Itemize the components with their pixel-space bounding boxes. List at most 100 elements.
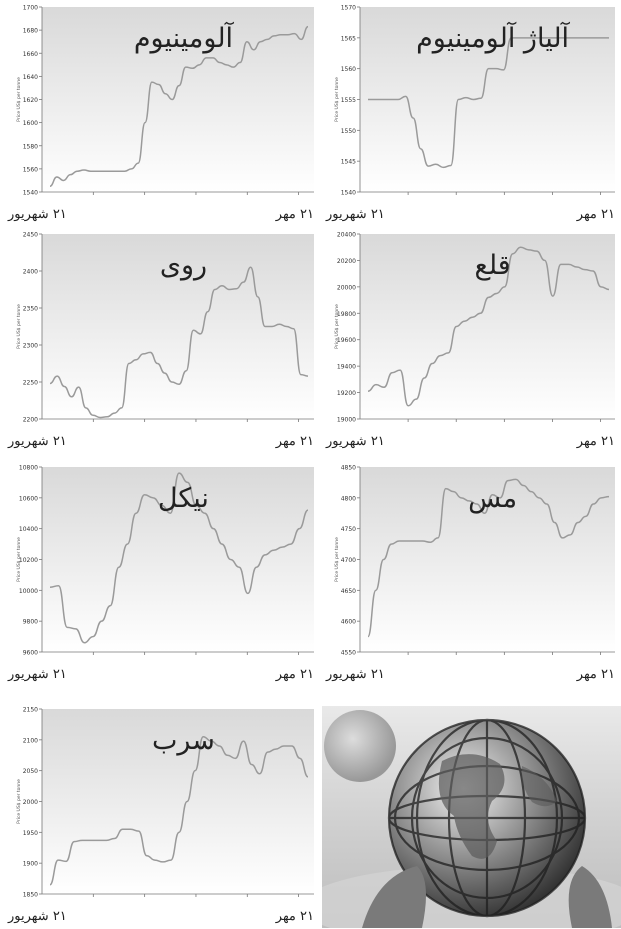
y-tick-label: 2100	[23, 737, 38, 744]
y-tick-label: 2250	[23, 380, 38, 387]
chart-title: آلومینیوم	[134, 21, 235, 54]
y-tick-label: 1540	[23, 190, 38, 197]
y-axis-label: Price US$ per tonne	[334, 304, 340, 349]
chart-title: سرب	[152, 725, 215, 756]
y-tick-label: 2200	[23, 417, 38, 424]
y-tick-label: 2050	[23, 768, 38, 775]
y-tick-label: 19200	[337, 390, 356, 397]
series-line	[49, 25, 309, 187]
y-axis-label: Price US$ per tonne	[334, 537, 340, 582]
chart-tin: 19000 19200 19400 19600 19800 20000 20200 20400…	[326, 227, 621, 454]
x-end-label: ۲۱ مهر	[576, 434, 615, 449]
y-tick-label: 2400	[23, 269, 38, 276]
chart-title: مس	[468, 483, 517, 514]
y-tick-label: 4850	[341, 465, 356, 472]
chart-title: نیکل	[158, 483, 209, 514]
series-line	[49, 472, 309, 644]
y-tick-label: 1555	[341, 97, 356, 104]
y-tick-label: 1580	[23, 143, 38, 150]
chart-aluminium: 1540 1560 1580 1600 1620 1640 1660 1680 1700 Pric…	[8, 0, 320, 227]
chart-title: قلع	[474, 250, 510, 281]
chart-nickel: 9600 9800 10000 10200 10400 10600 10800 Price U…	[8, 460, 320, 687]
series-line	[49, 735, 309, 886]
series-line	[368, 37, 609, 169]
y-tick-label: 19000	[337, 417, 356, 424]
y-tick-label: 1560	[341, 66, 356, 73]
chart-svg-copper: 4550 4600 4650 4700 4750 4800 4850 Price US$ pe…	[334, 465, 615, 657]
y-tick-label: 10400	[19, 526, 38, 533]
x-start-label: ۲۱ شهریور	[326, 434, 385, 449]
chart-title: روی	[160, 250, 207, 281]
y-tick-label: 1600	[23, 120, 38, 127]
y-tick-label: 2450	[23, 232, 38, 239]
y-tick-label: 1900	[23, 861, 38, 868]
plot-area	[42, 7, 314, 192]
y-tick-label: 1620	[23, 97, 38, 104]
y-axis-label: Price US$ per tonne	[16, 779, 22, 824]
chart-svg-tin: 19000 19200 19400 19600 19800 20000 20200 20400…	[334, 232, 615, 424]
y-tick-label: 1545	[341, 159, 356, 166]
y-tick-label: 1565	[341, 35, 356, 42]
chart-svg-zinc: 2200 2250 2300 2350 2400 2450 Price US$ per to…	[16, 232, 314, 424]
y-tick-label: 4700	[341, 557, 356, 564]
y-axis-label: Price US$ per tonne	[16, 537, 22, 582]
y-tick-label: 1850	[23, 892, 38, 899]
chart-aluminium-alloy: 1540 1545 1550 1555 1560 1565 1570 Price US$ pe…	[326, 0, 621, 227]
y-tick-label: 4800	[341, 495, 356, 502]
y-tick-label: 2000	[23, 799, 38, 806]
y-tick-label: 19800	[337, 311, 356, 318]
y-tick-label: 10200	[19, 557, 38, 564]
chart-svg-lead: 1850 1900 1950 2000 2050 2100 2150 Price US$ pe…	[16, 707, 314, 899]
y-tick-label: 20000	[337, 284, 356, 291]
x-start-label: ۲۱ شهریور	[326, 667, 385, 682]
y-tick-label: 1950	[23, 830, 38, 837]
y-tick-label: 10600	[19, 495, 38, 502]
y-tick-label: 9800	[23, 619, 38, 626]
x-start-label: ۲۱ شهریور	[8, 909, 67, 924]
y-tick-label: 1700	[23, 5, 38, 12]
chart-title: آلیاژ آلومینیوم	[416, 21, 570, 54]
chart-copper: 4550 4600 4650 4700 4750 4800 4850 Price US$ pe…	[326, 460, 621, 687]
chart-svg-nickel: 9600 9800 10000 10200 10400 10600 10800 Price U…	[16, 465, 314, 657]
chart-svg-aluminium-alloy: 1540 1545 1550 1555 1560 1565 1570 Price US$ pe…	[334, 5, 615, 197]
y-tick-label: 19600	[337, 337, 356, 344]
chart-lead: 1850 1900 1950 2000 2050 2100 2150 Price US$ pe…	[8, 702, 320, 929]
x-end-label: ۲۱ مهر	[275, 667, 314, 682]
y-tick-label: 1540	[341, 190, 356, 197]
y-axis-label: Price US$ per tonne	[16, 304, 22, 349]
x-end-label: ۲۱ مهر	[576, 207, 615, 222]
y-tick-label: 1640	[23, 74, 38, 81]
series-line	[49, 266, 309, 419]
y-tick-label: 10800	[19, 465, 38, 472]
y-tick-label: 4750	[341, 526, 356, 533]
y-tick-label: 2150	[23, 707, 38, 714]
x-end-label: ۲۱ مهر	[275, 434, 314, 449]
y-tick-label: 10000	[19, 588, 38, 595]
y-tick-label: 1660	[23, 51, 38, 58]
y-tick-label: 2300	[23, 343, 38, 350]
y-tick-label: 19400	[337, 364, 356, 371]
plot-area	[360, 467, 615, 652]
chart-svg-aluminium: 1540 1560 1580 1600 1620 1640 1660 1680 1700 Pric…	[16, 5, 314, 197]
plot-area	[42, 467, 314, 652]
y-tick-label: 4550	[341, 650, 356, 657]
y-tick-label: 1560	[23, 166, 38, 173]
series-line	[367, 246, 610, 407]
y-tick-label: 9600	[23, 650, 38, 657]
y-tick-label: 1550	[341, 128, 356, 135]
y-tick-label: 4650	[341, 588, 356, 595]
chart-zinc: 2200 2250 2300 2350 2400 2450 Price US$ per to…	[8, 227, 320, 454]
y-tick-label: 1570	[341, 5, 356, 12]
y-axis-label: Price US$ per tonne	[334, 77, 340, 122]
y-tick-label: 2350	[23, 306, 38, 313]
plot-area	[42, 709, 314, 894]
x-end-label: ۲۱ مهر	[576, 667, 615, 682]
x-start-label: ۲۱ شهریور	[8, 434, 67, 449]
x-start-label: ۲۱ شهریور	[8, 667, 67, 682]
globe-hands-image	[322, 706, 621, 928]
y-axis-label: Price US$ per tonne	[16, 77, 22, 122]
series-line	[367, 478, 610, 638]
y-tick-label: 1680	[23, 28, 38, 35]
x-end-label: ۲۱ مهر	[275, 909, 314, 924]
x-end-label: ۲۱ مهر	[275, 207, 314, 222]
